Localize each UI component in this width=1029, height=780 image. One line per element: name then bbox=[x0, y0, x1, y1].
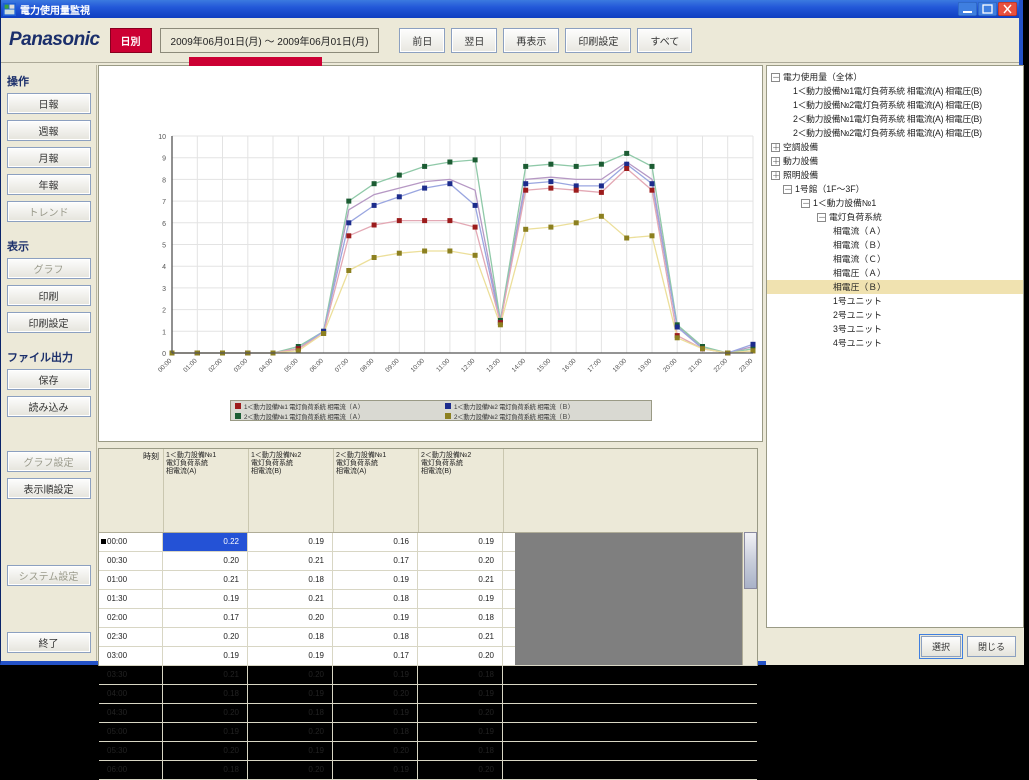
svg-text:06:00: 06:00 bbox=[309, 357, 326, 374]
svg-text:18:00: 18:00 bbox=[612, 357, 629, 374]
svg-text:7: 7 bbox=[162, 199, 166, 206]
svg-text:8: 8 bbox=[162, 177, 166, 184]
svg-text:02:00: 02:00 bbox=[207, 357, 224, 374]
svg-text:03:00: 03:00 bbox=[233, 357, 250, 374]
svg-text:9: 9 bbox=[162, 156, 166, 163]
svg-text:5: 5 bbox=[162, 243, 166, 250]
svg-text:15:00: 15:00 bbox=[536, 357, 553, 374]
svg-text:22:00: 22:00 bbox=[713, 357, 730, 374]
svg-text:10:00: 10:00 bbox=[410, 357, 427, 374]
svg-text:0: 0 bbox=[162, 351, 166, 358]
svg-text:19:00: 19:00 bbox=[637, 357, 654, 374]
svg-text:04:00: 04:00 bbox=[258, 357, 275, 374]
svg-text:16:00: 16:00 bbox=[561, 357, 578, 374]
svg-text:01:00: 01:00 bbox=[182, 357, 199, 374]
svg-text:08:00: 08:00 bbox=[359, 357, 376, 374]
svg-text:12:00: 12:00 bbox=[460, 357, 477, 374]
svg-text:09:00: 09:00 bbox=[384, 357, 401, 374]
svg-text:11:00: 11:00 bbox=[435, 357, 451, 373]
svg-text:1: 1 bbox=[162, 329, 166, 336]
svg-text:3: 3 bbox=[162, 286, 166, 293]
svg-text:00:00: 00:00 bbox=[157, 357, 174, 374]
svg-text:20:00: 20:00 bbox=[662, 357, 679, 374]
svg-text:05:00: 05:00 bbox=[283, 357, 300, 374]
svg-text:4: 4 bbox=[162, 264, 166, 271]
svg-text:10: 10 bbox=[158, 134, 166, 141]
svg-text:21:00: 21:00 bbox=[687, 357, 704, 374]
svg-text:6: 6 bbox=[162, 221, 166, 228]
svg-text:17:00: 17:00 bbox=[586, 357, 603, 374]
svg-text:13:00: 13:00 bbox=[485, 357, 502, 374]
svg-text:07:00: 07:00 bbox=[334, 357, 351, 374]
svg-text:2: 2 bbox=[162, 308, 166, 315]
svg-text:14:00: 14:00 bbox=[511, 357, 528, 374]
svg-text:23:00: 23:00 bbox=[738, 357, 755, 374]
